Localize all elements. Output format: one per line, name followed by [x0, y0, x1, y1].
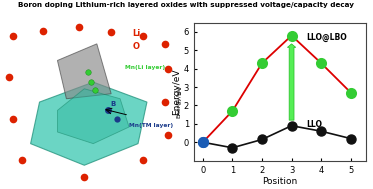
Text: Li: Li [133, 29, 141, 38]
Text: B: B [110, 101, 116, 107]
Text: Mn(TM layer): Mn(TM layer) [129, 123, 173, 128]
Text: Mn(Li layer): Mn(Li layer) [125, 65, 166, 70]
Text: LLO: LLO [306, 120, 322, 129]
Polygon shape [57, 44, 111, 99]
Text: LLO@LBO: LLO@LBO [306, 33, 347, 42]
Polygon shape [57, 89, 129, 144]
Text: Boron doping Lithium-rich layered oxides with suppressed voltage/capacity decay: Boron doping Lithium-rich layered oxides… [19, 2, 354, 8]
Polygon shape [31, 82, 147, 165]
Y-axis label: Energy/eV: Energy/eV [172, 68, 181, 115]
Text: O: O [133, 42, 140, 51]
X-axis label: Position: Position [262, 177, 297, 186]
Text: Energy/eV: Energy/eV [177, 86, 182, 118]
